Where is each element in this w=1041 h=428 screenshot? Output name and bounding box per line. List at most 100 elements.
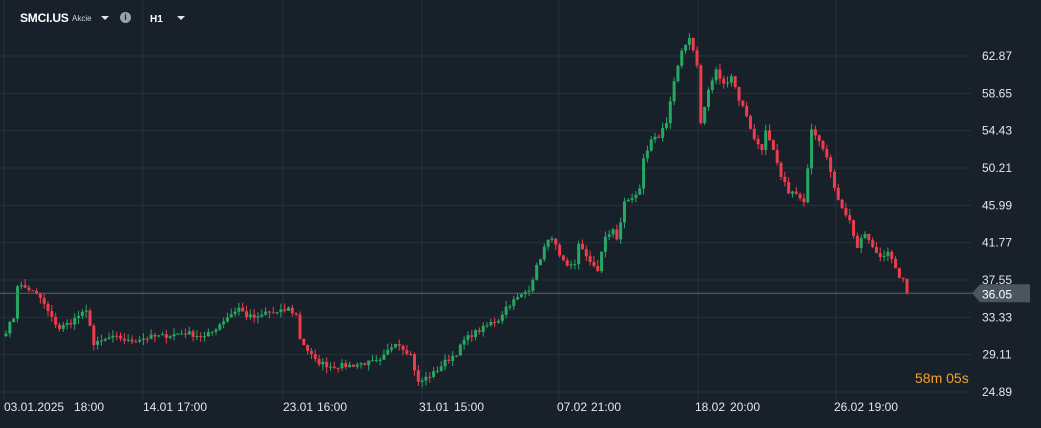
bull-candle — [279, 303, 283, 318]
candle-body — [874, 247, 878, 254]
bear-candle — [119, 332, 123, 342]
bull-candle — [77, 310, 81, 325]
candle-body — [35, 290, 39, 294]
bear-candle — [416, 364, 420, 386]
candle-body — [756, 138, 760, 145]
bear-candle — [267, 310, 271, 319]
bull-candle — [126, 334, 130, 343]
candle-body — [107, 337, 111, 339]
bear-candle — [561, 254, 565, 262]
candle-body — [535, 264, 539, 280]
bull-candle — [485, 322, 489, 329]
bull-candle — [508, 304, 512, 311]
candle-body — [710, 80, 714, 90]
info-icon[interactable]: i — [120, 12, 131, 23]
bear-candle — [122, 333, 126, 345]
candle-body — [210, 331, 214, 333]
bear-candle — [38, 292, 42, 304]
candle-body — [718, 69, 722, 79]
candle-body — [542, 246, 546, 260]
x-tick-label: 23.01 — [283, 400, 313, 414]
candle-body — [680, 50, 684, 66]
candle-body — [470, 335, 474, 337]
candle-body — [214, 329, 218, 332]
bull-candle — [611, 227, 615, 238]
bear-candle — [588, 250, 592, 266]
candle-body — [871, 240, 875, 248]
bull-candle — [161, 331, 165, 336]
bear-candle — [313, 349, 317, 363]
x-tick-label: 19:00 — [868, 400, 898, 414]
candle-body — [145, 338, 149, 340]
bear-candle — [852, 219, 856, 239]
bear-candle — [245, 305, 249, 321]
candle-body — [592, 261, 596, 266]
bear-candle — [325, 357, 329, 374]
candle-body — [493, 321, 497, 323]
candle-body — [607, 234, 611, 237]
bull-candle — [455, 355, 458, 358]
candle-body — [290, 307, 294, 314]
candle-body — [474, 330, 478, 337]
candle-body — [741, 100, 745, 106]
bull-candle — [726, 76, 730, 88]
candle-body — [863, 233, 867, 239]
candle-body — [218, 324, 222, 330]
bear-candle — [829, 154, 833, 179]
bull-candle — [687, 33, 691, 50]
bear-candle — [397, 339, 401, 351]
candle-body — [432, 371, 436, 377]
candle-body — [31, 290, 35, 292]
timeframe-selector[interactable]: H1 — [150, 14, 163, 25]
candle-body — [264, 311, 268, 315]
bear-candle — [183, 328, 187, 338]
bear-candle — [290, 304, 294, 317]
candle-body — [96, 341, 100, 345]
bear-candle — [413, 352, 417, 376]
bull-candle — [222, 317, 226, 329]
symbol-name[interactable]: SMCI.US — [20, 11, 69, 25]
candle-body — [664, 123, 668, 128]
candle-body — [80, 311, 84, 316]
candle-body — [260, 314, 264, 317]
bear-candle — [775, 143, 779, 166]
candle-body — [84, 310, 88, 312]
candle-body — [798, 194, 802, 199]
candle-body — [119, 335, 123, 339]
candle-body — [92, 325, 96, 345]
candle-body — [77, 315, 81, 318]
bear-candle — [840, 198, 844, 210]
bear-candle — [695, 46, 699, 69]
chevron-down-icon[interactable] — [101, 16, 109, 20]
bear-candle — [752, 124, 756, 141]
bear-candle — [565, 257, 569, 267]
bear-candle — [477, 327, 481, 335]
bear-candle — [722, 75, 726, 89]
bull-candle — [607, 229, 611, 241]
bear-candle — [901, 277, 905, 283]
bull-candle — [237, 302, 241, 316]
bear-candle — [554, 238, 558, 250]
candle-body — [390, 347, 394, 350]
candle-body — [378, 359, 382, 361]
x-tick-label: 26.02 — [834, 400, 864, 414]
candle-body — [657, 136, 661, 138]
bull-candle — [73, 313, 77, 330]
candle-body — [462, 339, 466, 345]
bull-candle — [214, 328, 218, 336]
bear-candle — [592, 255, 596, 268]
candle-body — [195, 336, 199, 338]
candle-body — [790, 191, 794, 194]
candle-body — [737, 86, 741, 101]
candle-body — [783, 176, 787, 183]
bear-candle — [344, 359, 348, 370]
candle-body — [321, 361, 325, 365]
chevron-down-icon[interactable] — [177, 16, 185, 20]
bear-candle — [558, 243, 562, 258]
candle-body — [455, 355, 458, 357]
asset-type-label: Akcie — [72, 14, 92, 23]
bull-candle — [107, 332, 111, 340]
candle-body — [611, 229, 615, 235]
